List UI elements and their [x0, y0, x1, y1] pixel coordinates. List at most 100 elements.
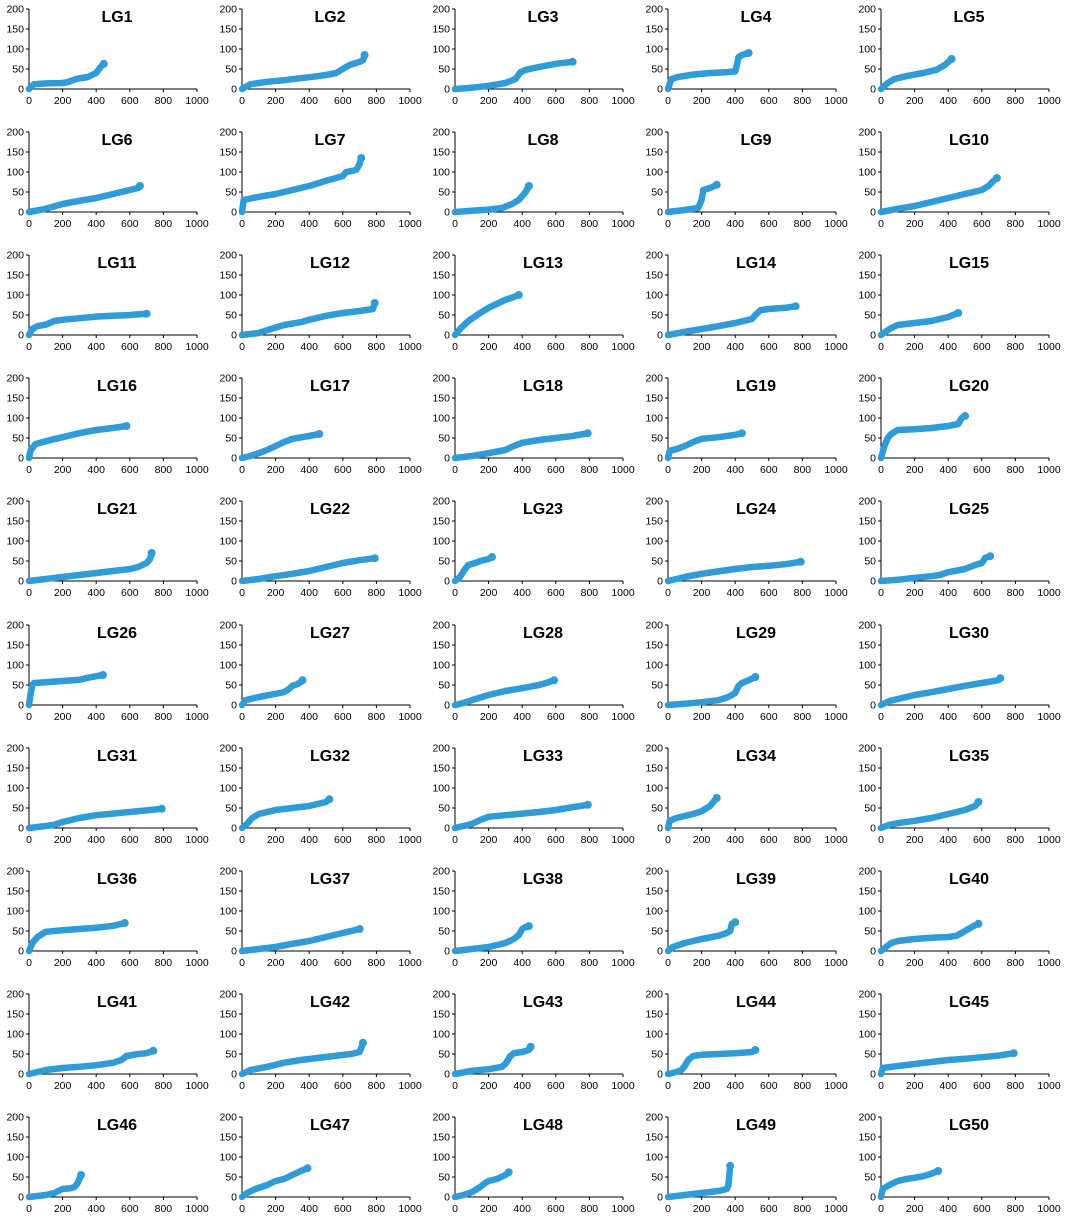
x-tick-label: 200	[693, 834, 711, 846]
chart-title: LG20	[949, 378, 989, 395]
y-tick-label: 0	[18, 453, 24, 465]
x-tick-label: 0	[239, 95, 245, 107]
x-tick-label: 400	[939, 834, 957, 846]
y-tick-label: 50	[864, 433, 876, 445]
chart-title: LG34	[736, 748, 776, 765]
y-tick-label: 100	[219, 659, 237, 671]
x-tick-label: 1000	[185, 834, 209, 846]
y-tick-label: 100	[6, 167, 24, 179]
x-tick-label: 0	[26, 834, 32, 846]
x-tick-label: 800	[155, 834, 173, 846]
data-point	[358, 1038, 367, 1047]
x-tick-label: 400	[513, 218, 531, 230]
y-tick-label: 0	[231, 84, 237, 96]
y-tick-label: 100	[6, 44, 24, 56]
x-tick-label: 800	[794, 464, 812, 476]
y-tick-label: 0	[444, 1068, 450, 1080]
data-point	[796, 558, 805, 567]
y-tick-label: 100	[432, 413, 450, 425]
x-tick-label: 800	[368, 1080, 386, 1092]
y-tick-label: 50	[864, 64, 876, 76]
y-tick-label: 150	[432, 885, 450, 897]
x-tick-label: 1000	[185, 1203, 209, 1215]
chart-title: LG43	[523, 994, 563, 1011]
data-point	[360, 51, 369, 59]
y-tick-label: 100	[858, 1028, 876, 1040]
y-tick-label: 200	[645, 127, 663, 139]
data-point	[298, 675, 307, 684]
y-tick-label: 50	[225, 187, 237, 199]
y-tick-label: 50	[438, 433, 450, 445]
chart-panel: 0 50 100 150 200 0 200 400 600 800 1000 LG46	[0, 1108, 213, 1231]
y-tick-label: 200	[6, 373, 24, 385]
data-point	[992, 174, 1001, 183]
y-tick-label: 0	[657, 330, 663, 342]
y-tick-label: 0	[444, 822, 450, 834]
x-tick-label: 0	[239, 341, 245, 353]
chart-title: LG2	[314, 9, 345, 26]
y-tick-label: 150	[6, 1131, 24, 1143]
data-series-line	[664, 430, 746, 462]
y-tick-label: 150	[645, 24, 663, 36]
y-tick-label: 100	[219, 413, 237, 425]
x-tick-label: 400	[87, 711, 105, 723]
y-tick-label: 0	[231, 1068, 237, 1080]
x-tick-label: 400	[300, 1203, 318, 1215]
y-tick-label: 50	[12, 310, 24, 322]
y-tick-label: 200	[6, 496, 24, 508]
x-tick-label: 200	[267, 711, 285, 723]
data-point	[315, 430, 324, 439]
x-tick-label: 400	[513, 1080, 531, 1092]
x-tick-label: 800	[581, 1203, 599, 1215]
chart-panel: 0 50 100 150 200 0 200 400 600 800 1000 LG15	[852, 246, 1065, 369]
y-tick-label: 50	[864, 925, 876, 937]
chart-title: LG38	[523, 871, 563, 888]
y-tick-label: 0	[657, 945, 663, 957]
x-tick-label: 600	[121, 711, 139, 723]
x-tick-label: 0	[878, 957, 884, 969]
y-tick-label: 100	[432, 44, 450, 56]
x-tick-label: 800	[581, 95, 599, 107]
x-tick-label: 600	[760, 95, 778, 107]
chart-svg: 0 50 100 150 200 0 200 400 600 800 1000 LG32	[219, 742, 421, 846]
x-tick-label: 200	[267, 834, 285, 846]
chart-title: LG6	[101, 132, 132, 149]
x-tick-label: 0	[665, 218, 671, 230]
x-tick-label: 200	[54, 1203, 72, 1215]
x-tick-label: 0	[665, 957, 671, 969]
y-tick-label: 150	[6, 24, 24, 36]
data-series-line	[25, 671, 107, 708]
x-tick-label: 1000	[824, 1203, 848, 1215]
y-tick-label: 150	[6, 270, 24, 282]
y-tick-label: 200	[6, 4, 24, 16]
y-tick-label: 50	[438, 64, 450, 76]
x-tick-label: 0	[239, 834, 245, 846]
chart-panel: 0 50 100 150 200 0 200 400 600 800 1000 LG4	[639, 0, 852, 123]
y-tick-label: 200	[432, 619, 450, 631]
data-series-line	[664, 918, 739, 954]
y-tick-label: 100	[858, 782, 876, 794]
x-tick-label: 800	[1007, 341, 1025, 353]
x-tick-label: 0	[452, 464, 458, 476]
y-tick-label: 200	[432, 373, 450, 385]
data-point	[149, 1046, 158, 1055]
x-tick-label: 400	[300, 587, 318, 599]
chart-svg: 0 50 100 150 200 0 200 400 600 800 1000 LG45	[858, 988, 1060, 1092]
chart-panel: 0 50 100 150 200 0 200 400 600 800 1000 LG49	[639, 1108, 852, 1231]
chart-svg: 0 50 100 150 200 0 200 400 600 800 1000 LG19	[645, 373, 847, 477]
y-tick-label: 100	[858, 1151, 876, 1163]
chart-title: LG48	[523, 1117, 563, 1134]
y-tick-label: 200	[858, 373, 876, 385]
data-point	[961, 412, 969, 421]
x-tick-label: 800	[1007, 464, 1025, 476]
y-tick-label: 0	[657, 84, 663, 96]
chart-svg: 0 50 100 150 200 0 200 400 600 800 1000 LG16	[6, 373, 209, 477]
chart-panel: 0 50 100 150 200 0 200 400 600 800 1000 LG9	[639, 123, 852, 246]
chart-panel: 0 50 100 150 200 0 200 400 600 800 1000 LG37	[213, 862, 426, 985]
y-tick-label: 100	[219, 1151, 237, 1163]
x-tick-label: 600	[760, 1203, 778, 1215]
x-tick-label: 800	[1007, 95, 1025, 107]
x-tick-label: 1000	[185, 464, 209, 476]
y-tick-label: 150	[645, 1131, 663, 1143]
y-tick-label: 100	[219, 782, 237, 794]
